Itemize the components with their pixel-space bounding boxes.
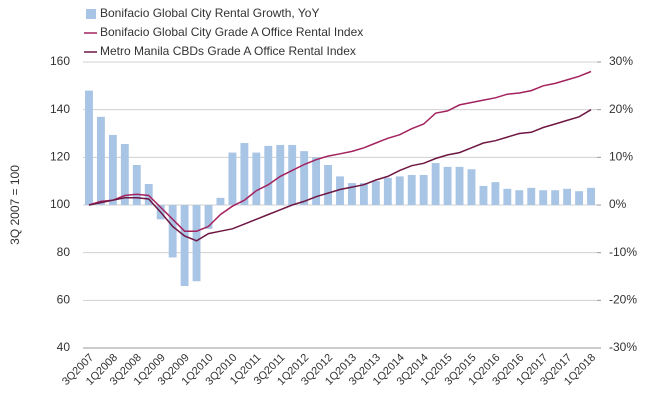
- bar: [204, 205, 213, 229]
- bar: [407, 174, 416, 205]
- bar: [467, 169, 476, 205]
- bar: [515, 190, 524, 205]
- legend-label: Metro Manila CBDs Grade A Office Rental …: [100, 44, 356, 58]
- bar: [192, 205, 201, 282]
- bar: [168, 205, 177, 258]
- bar: [395, 176, 404, 205]
- bar: [312, 157, 321, 205]
- bar: [563, 188, 572, 205]
- bar: [216, 197, 225, 205]
- bar: [85, 90, 93, 205]
- bar: [455, 166, 464, 205]
- bar: [120, 143, 129, 205]
- y2-tick-label: 20%: [609, 102, 633, 116]
- y2-tick-label: -30%: [609, 340, 637, 354]
- bar: [371, 181, 380, 205]
- y-tick-label: 100: [50, 197, 70, 211]
- bar: [300, 151, 309, 205]
- legend-label: Bonifacio Global City Rental Growth, YoY: [100, 6, 319, 20]
- bar: [443, 166, 452, 205]
- legend-label: Bonifacio Global City Grade A Office Ren…: [100, 25, 363, 39]
- y-tick-label: 120: [50, 150, 70, 164]
- bar: [240, 143, 249, 205]
- y2-tick-label: 10%: [609, 150, 633, 164]
- bar: [144, 184, 153, 205]
- bar: [336, 176, 344, 205]
- bar: [575, 191, 584, 205]
- y2-tick-label: 30%: [609, 54, 633, 68]
- bar: [348, 183, 356, 205]
- y2-tick-label: 0%: [609, 197, 627, 211]
- y2-tick-label: -20%: [609, 293, 637, 307]
- bar: [96, 116, 105, 205]
- bar: [539, 190, 548, 205]
- y-tick-label: 140: [50, 102, 70, 116]
- bar: [491, 182, 500, 205]
- bar: [276, 144, 285, 205]
- bar: [527, 187, 536, 205]
- bar: [419, 174, 428, 205]
- y-tick-label: 40: [57, 340, 71, 354]
- bar: [288, 144, 297, 205]
- bar: [383, 177, 392, 205]
- bar: [132, 164, 141, 205]
- bar: [324, 164, 332, 205]
- bar: [503, 188, 512, 205]
- bar: [431, 163, 440, 205]
- bar: [264, 145, 273, 205]
- y-axis-label: 3Q 2007 = 100: [8, 165, 22, 245]
- bar: [180, 205, 189, 287]
- line: [88, 109, 592, 242]
- bar: [108, 134, 117, 205]
- bar: [587, 187, 595, 205]
- y-tick-label: 80: [57, 245, 71, 259]
- y2-tick-label: -10%: [609, 245, 637, 259]
- bar: [359, 183, 368, 205]
- legend-swatch: [86, 9, 96, 19]
- bar: [228, 152, 237, 205]
- bar: [252, 152, 261, 205]
- bar: [551, 190, 560, 205]
- y-tick-label: 60: [57, 293, 71, 307]
- bar: [479, 185, 488, 205]
- y-tick-label: 160: [50, 54, 70, 68]
- line: [88, 70, 592, 232]
